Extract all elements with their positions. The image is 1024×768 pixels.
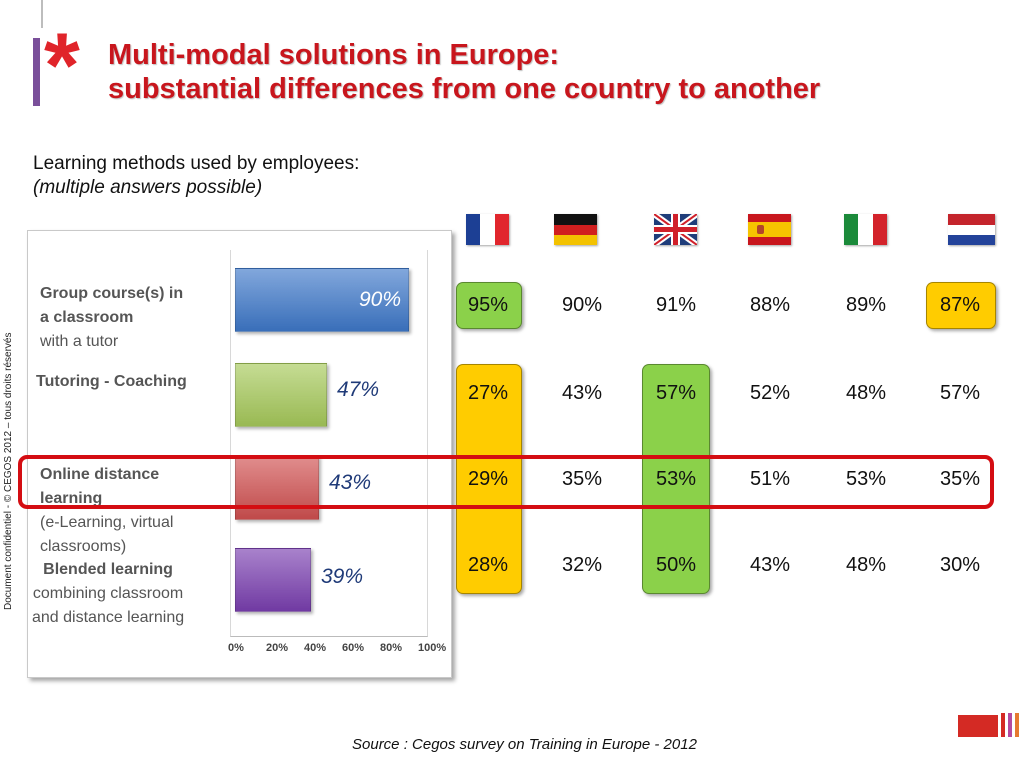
bar-2 xyxy=(235,363,327,427)
table-cell: 57% xyxy=(655,382,697,404)
x-tick-label: 80% xyxy=(380,642,403,654)
chart-plot-area xyxy=(230,250,428,637)
bar-1 xyxy=(235,268,409,332)
table-cell: 51% xyxy=(749,468,791,490)
table-cell: 43% xyxy=(561,382,603,404)
germany-flag-icon xyxy=(554,214,597,245)
table-cell: 35% xyxy=(561,468,603,490)
table-cell: 29% xyxy=(467,468,509,490)
online-learning-highlight-frame xyxy=(18,455,994,509)
netherlands-flag-icon xyxy=(948,214,995,245)
table-cell: 27% xyxy=(467,382,509,404)
table-cell: 88% xyxy=(749,294,791,316)
table-cell: 90% xyxy=(561,294,603,316)
title-line-2: substantial differences from one country… xyxy=(108,73,821,105)
top-divider-line xyxy=(41,0,43,28)
table-cell: 30% xyxy=(939,554,981,576)
table-cell: 57% xyxy=(939,382,981,404)
category-label-tutoring: Tutoring - Coaching xyxy=(36,373,187,390)
table-cell: 35% xyxy=(939,468,981,490)
title-line-1: Multi-modal solutions in Europe: xyxy=(108,39,560,71)
italy-flag-icon xyxy=(844,214,887,245)
source-note: Source : Cegos survey on Training in Eur… xyxy=(352,736,697,753)
table-cell: 28% xyxy=(467,554,509,576)
table-cell: 50% xyxy=(655,554,697,576)
x-tick-label: 60% xyxy=(342,642,365,654)
highlight-uk-column xyxy=(642,364,710,594)
logo-bar xyxy=(33,38,40,106)
france-flag-icon xyxy=(466,214,509,245)
category-label-online: Online distance learning (e-Learning, vi… xyxy=(40,466,174,555)
bar-4 xyxy=(235,548,311,612)
x-tick-label: 40% xyxy=(304,642,327,654)
x-tick-label: 20% xyxy=(266,642,289,654)
highlight-netherlands-group xyxy=(926,282,996,329)
bar-value-label-2: 47% xyxy=(337,378,380,401)
subtitle: Learning methods used by employees: (mul… xyxy=(33,152,359,200)
table-cell: 87% xyxy=(939,294,981,316)
table-cell: 53% xyxy=(845,468,887,490)
table-cell: 91% xyxy=(655,294,697,316)
table-cell: 95% xyxy=(467,294,509,316)
category-label-blended: Blended learning combining classroom and… xyxy=(32,561,185,626)
copyright-note: Document confidentiel - © CEGOS 2012 – t… xyxy=(3,332,14,611)
spain-flag-icon xyxy=(748,214,791,245)
bar-value-label-1: 90% xyxy=(359,288,402,311)
highlight-france-column xyxy=(456,364,522,594)
page-title: Multi-modal solutions in Europe: substan… xyxy=(108,38,820,106)
table-cell: 52% xyxy=(749,382,791,404)
logo-asterisk-icon: * xyxy=(44,15,80,117)
table-cell: 48% xyxy=(845,554,887,576)
table-cell: 48% xyxy=(845,382,887,404)
category-label-group-course: Group course(s) in a classroom with a tu… xyxy=(40,285,184,350)
table-cell: 43% xyxy=(749,554,791,576)
table-cell: 53% xyxy=(655,468,697,490)
table-cell: 89% xyxy=(845,294,887,316)
subtitle-line-2: (multiple answers possible) xyxy=(33,177,263,198)
uk-flag-icon xyxy=(654,214,697,245)
table-cell: 32% xyxy=(561,554,603,576)
x-tick-label: 100% xyxy=(418,642,447,654)
bar-value-label-4: 39% xyxy=(321,565,364,588)
highlight-france-group xyxy=(456,282,522,329)
subtitle-line-1: Learning methods used by employees: xyxy=(33,153,360,174)
bar-value-label-3: 43% xyxy=(329,471,372,494)
x-tick-label: 0% xyxy=(228,642,244,654)
